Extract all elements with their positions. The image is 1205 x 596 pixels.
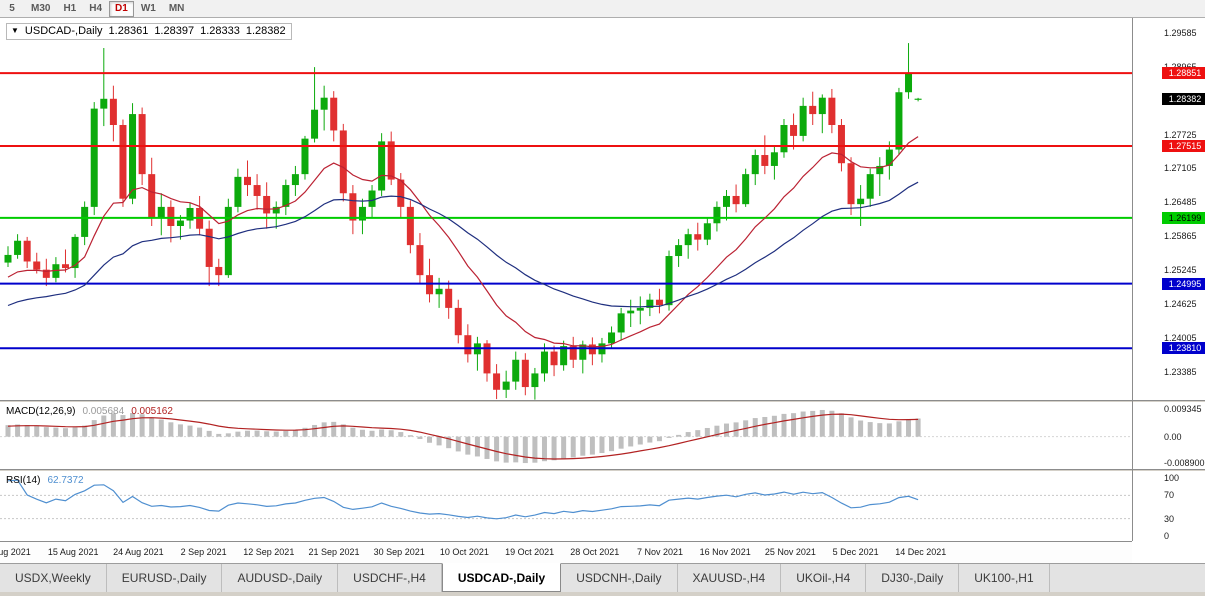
chart-symbol-label: USDCAD-,Daily (24, 25, 103, 37)
main-chart-canvas[interactable] (0, 18, 1132, 400)
hline-price-badge: 1.26199 (1162, 211, 1205, 224)
hline-price-badge: 1.27515 (1162, 140, 1205, 152)
time-axis[interactable]: 5 Aug 2021 15 Aug 2021 24 Aug 2021 2 Sep 20… (0, 541, 1132, 563)
chart-region: ▼ USDCAD-,Daily 1.28361 1.28397 1.28333 … (0, 18, 1205, 563)
timeframe-toolbar: 5 M30 H1 H4 D1 W1 MN (0, 0, 1205, 18)
time-axis-label: 21 Sep 2021 (308, 547, 360, 557)
time-axis-label: 24 Aug 2021 (113, 547, 164, 557)
rsi-axis-label: 0 (1164, 531, 1170, 541)
timeframe-button-d1[interactable]: D1 (109, 0, 134, 17)
tab-usdx-weekly[interactable]: USDX,Weekly (0, 564, 107, 592)
bottom-strip (0, 592, 1205, 596)
time-axis-label: 15 Aug 2021 (47, 547, 99, 557)
price-axis-label: 1.27105 (1164, 163, 1197, 174)
rsi-axis-label: 70 (1164, 490, 1175, 501)
window-separator[interactable] (0, 400, 1205, 403)
chart-low-value: 1.28333 (200, 25, 240, 37)
macd-axis-label: -0.008900 (1164, 458, 1205, 468)
tab-audusd-daily[interactable]: AUDUSD-,Daily (222, 564, 339, 592)
rsi-label: RSI(14) 62.7372 (6, 475, 84, 486)
time-axis-label: 7 Nov 2021 (636, 547, 684, 557)
current-price-badge: 1.28382 (1162, 92, 1205, 105)
time-axis-label: 10 Oct 2021 (439, 547, 489, 557)
price-axis-label: 1.24625 (1164, 298, 1197, 309)
tab-dj30-daily[interactable]: DJ30-,Daily (866, 564, 960, 592)
macd-axis-label: 0.00 (1164, 431, 1182, 442)
time-axis-label: 16 Nov 2021 (699, 547, 751, 557)
tab-uk100-h1[interactable]: UK100-,H1 (959, 564, 1050, 592)
time-axis-label: 5 Aug 2021 (0, 547, 31, 557)
hline-price-badge: 1.23810 (1162, 342, 1205, 355)
time-axis-label: 14 Dec 2021 (895, 547, 947, 557)
rsi-name: RSI(14) (6, 475, 41, 486)
tab-ukoil-h4[interactable]: UKOil-,H4 (781, 564, 867, 592)
rsi-axis[interactable]: 100 70 30 0 (1133, 472, 1205, 541)
chart-high-value: 1.28397 (154, 25, 195, 37)
window-separator[interactable] (0, 469, 1205, 472)
macd-window: MACD(12,26,9) 0.005684 0.005162 (0, 403, 1132, 469)
price-axis-label: 1.25245 (1164, 264, 1197, 275)
tab-usdcad-daily[interactable]: USDCAD-,Daily (441, 563, 562, 592)
macd-main-value: 0.005684 (82, 406, 125, 417)
tab-usdchf-h4[interactable]: USDCHF-,H4 (338, 564, 442, 592)
macd-signal-value: 0.005162 (131, 406, 173, 417)
price-axis-label: 1.28965 (1164, 62, 1197, 72)
macd-name: MACD(12,26,9) (6, 406, 76, 417)
hline-price-badge: 1.24995 (1162, 277, 1205, 290)
time-axis-label: 12 Sep 2021 (243, 547, 295, 557)
price-axis-label: 1.23385 (1164, 366, 1197, 377)
chart-tabbar-strip: USDX,Weekly EURUSD-,Daily AUDUSD-,Daily USD… (0, 563, 1205, 592)
tab-eurusd-daily[interactable]: EURUSD-,Daily (107, 564, 223, 592)
chart-open-value: 1.28361 (108, 25, 149, 37)
macd-axis-label: 0.009345 (1164, 404, 1202, 414)
rsi-axis-label: 30 (1164, 513, 1175, 524)
macd-axis[interactable]: 0.009345 0.00 -0.008900 (1133, 403, 1205, 469)
price-axis-separator (1132, 18, 1133, 541)
time-axis-label: 30 Sep 2021 (373, 547, 425, 557)
timeframe-button-h4[interactable]: H4 (89, 3, 103, 14)
price-axis-label: 1.25865 (1164, 231, 1197, 242)
timeframe-button-5[interactable]: 5 (9, 3, 15, 14)
time-axis-label: 25 Nov 2021 (764, 547, 816, 557)
rsi-value: 62.7372 (47, 475, 84, 486)
price-axis-label: 1.27725 (1164, 129, 1197, 140)
tab-usdcnh-daily[interactable]: USDCNH-,Daily (561, 564, 678, 592)
one-click-trading-expander-icon[interactable]: ▼ (11, 26, 19, 35)
macd-canvas[interactable] (0, 403, 1132, 469)
price-axis[interactable]: 1.295851.289651.283451.277251.271051.264… (1133, 18, 1205, 400)
timeframe-button-mn[interactable]: MN (168, 3, 185, 14)
time-axis-label: 19 Oct 2021 (505, 547, 555, 557)
timeframe-button-h1[interactable]: H1 (63, 3, 77, 14)
hline-price-badge: 1.28851 (1162, 67, 1205, 80)
tab-xauusd-h4[interactable]: XAUUSD-,H4 (678, 564, 782, 592)
price-axis-label: 1.29585 (1164, 28, 1197, 38)
time-axis-label: 5 Dec 2021 (832, 547, 879, 557)
rsi-axis-label: 100 (1164, 473, 1180, 483)
timeframe-button-m30[interactable]: M30 (31, 3, 51, 14)
chart-tabbar: USDX,Weekly EURUSD-,Daily AUDUSD-,Daily USD… (0, 563, 1205, 592)
time-axis-label: 28 Oct 2021 (570, 547, 620, 557)
rsi-canvas[interactable] (0, 472, 1132, 541)
price-axis-label: 1.24005 (1164, 332, 1197, 343)
chart-close-value: 1.28382 (245, 25, 286, 37)
rsi-window: RSI(14) 62.7372 (0, 472, 1132, 541)
price-axis-label: 1.26485 (1164, 197, 1197, 208)
macd-label: MACD(12,26,9) 0.005684 0.005162 (6, 406, 173, 417)
chart-title-box: ▼ USDCAD-,Daily 1.28361 1.28397 1.28333 … (6, 23, 292, 40)
timeframe-button-w1[interactable]: W1 (140, 3, 156, 14)
time-axis-label: 2 Sep 2021 (180, 547, 227, 557)
main-chart-window: ▼ USDCAD-,Daily 1.28361 1.28397 1.28333 … (0, 18, 1132, 400)
